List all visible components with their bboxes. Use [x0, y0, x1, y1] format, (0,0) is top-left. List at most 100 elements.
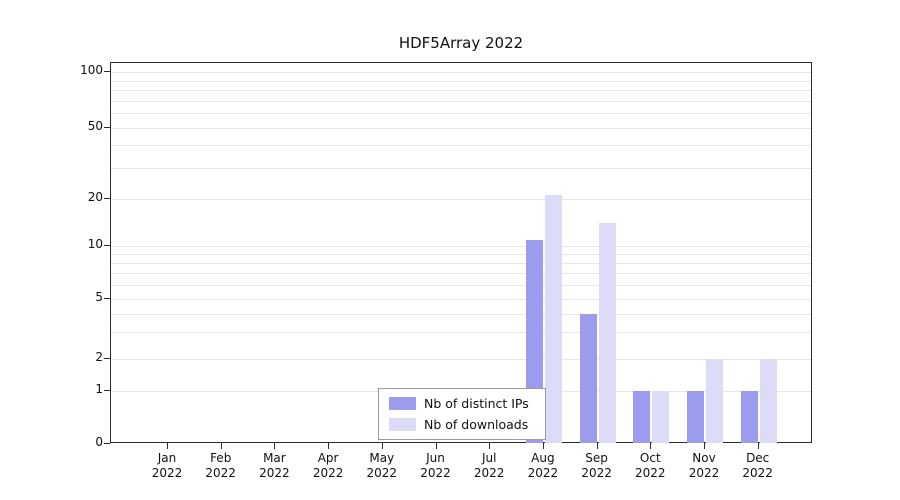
x-tick-month: Jun	[426, 451, 445, 465]
gridline	[111, 313, 811, 315]
x-tick-label: Oct 2022	[615, 451, 685, 481]
x-tick-month: Dec	[746, 451, 770, 465]
legend-label: Nb of downloads	[424, 417, 529, 432]
x-tick-label: Sep 2022	[562, 451, 632, 481]
y-axis-tick	[104, 390, 110, 391]
y-axis-tick	[104, 298, 110, 299]
bar-distinct-ips	[740, 391, 758, 443]
x-tick-label: Apr 2022	[293, 451, 363, 481]
x-tick-year: 2022	[635, 466, 666, 480]
x-tick-label: Nov 2022	[669, 451, 739, 481]
x-tick-label: Jul 2022	[454, 451, 524, 481]
gridline	[111, 263, 811, 265]
x-tick-label: Aug 2022	[508, 451, 578, 481]
y-tick-label: 10	[87, 237, 103, 251]
gridline	[111, 285, 811, 287]
y-tick-label: 100	[80, 63, 103, 77]
gridline	[111, 145, 811, 147]
y-tick-label: 20	[87, 190, 103, 204]
x-axis-tick	[757, 443, 759, 449]
x-tick-year: 2022	[581, 466, 612, 480]
y-axis-tick	[104, 358, 110, 359]
x-axis-tick	[704, 443, 705, 449]
legend-item: Nb of distinct IPs	[389, 396, 535, 411]
bar-downloads	[544, 195, 562, 443]
x-axis-tick	[650, 443, 652, 449]
chart-title: HDF5Array 2022	[398, 34, 524, 52]
y-axis-tick	[104, 245, 110, 246]
gridline	[111, 199, 811, 200]
gridline	[111, 72, 811, 73]
legend-swatch	[389, 397, 416, 410]
x-tick-month: Feb	[210, 451, 232, 465]
gridline	[111, 246, 811, 247]
x-tick-label: May 2022	[347, 451, 417, 481]
gridline	[111, 254, 811, 256]
gridline	[111, 359, 811, 360]
y-axis-tick	[104, 198, 110, 199]
x-axis-tick	[596, 443, 598, 449]
legend-swatch	[389, 418, 416, 431]
x-tick-month: Nov	[692, 451, 716, 465]
x-tick-year: 2022	[527, 466, 559, 480]
bar-distinct-ips	[633, 391, 651, 443]
y-tick-label: 1	[95, 382, 103, 396]
x-tick-month: Apr	[317, 451, 339, 465]
x-tick-month: Sep	[585, 451, 608, 465]
x-tick-year: 2022	[259, 466, 290, 480]
gridline	[111, 299, 811, 300]
y-tick-label: 2	[95, 350, 103, 364]
x-tick-label: Jun 2022	[401, 451, 471, 481]
y-tick-label: 50	[87, 119, 103, 133]
x-tick-label: Dec 2022	[723, 451, 793, 481]
x-tick-year: 2022	[312, 466, 344, 480]
x-tick-year: 2022	[205, 466, 236, 480]
gridline	[111, 167, 811, 169]
x-tick-month: Oct	[639, 451, 661, 465]
x-tick-year: 2022	[366, 466, 398, 480]
x-tick-month: Jan	[157, 451, 177, 465]
x-tick-year: 2022	[420, 466, 451, 480]
x-axis-tick	[489, 443, 491, 449]
x-tick-label: Jan 2022	[132, 451, 202, 481]
x-tick-year: 2022	[151, 466, 183, 480]
x-axis-tick	[167, 443, 168, 449]
x-tick-month: Aug	[531, 451, 555, 465]
x-axis-tick	[435, 443, 437, 449]
legend: Nb of distinct IPs Nb of downloads	[378, 388, 546, 440]
x-axis-tick	[274, 443, 276, 449]
y-tick-label: 5	[95, 290, 103, 304]
gridline	[111, 90, 811, 92]
gridline	[111, 273, 811, 275]
legend-item: Nb of downloads	[389, 417, 535, 432]
x-tick-month: May	[369, 451, 395, 465]
x-tick-year: 2022	[473, 466, 505, 480]
x-axis-tick	[381, 443, 383, 449]
legend-label: Nb of distinct IPs	[424, 396, 529, 411]
y-axis-tick	[104, 71, 110, 72]
y-axis-tick	[104, 443, 110, 444]
gridline	[111, 113, 811, 115]
bar-downloads	[652, 391, 670, 443]
x-tick-label: Mar 2022	[239, 451, 309, 481]
x-axis-tick	[220, 443, 222, 449]
x-tick-label: Feb 2022	[186, 451, 256, 481]
x-axis-tick	[542, 443, 544, 449]
x-tick-year: 2022	[688, 466, 720, 480]
y-tick-label: 0	[95, 435, 103, 449]
x-axis-tick	[328, 443, 330, 449]
gridline	[111, 80, 811, 82]
bar-downloads	[706, 359, 723, 443]
x-tick-month: Jul	[481, 451, 497, 465]
bar-downloads	[759, 359, 777, 443]
gridline	[111, 332, 811, 334]
bar-downloads	[598, 223, 616, 443]
gridline	[111, 100, 811, 102]
plot-area	[110, 62, 812, 443]
x-tick-year: 2022	[742, 466, 773, 480]
bar-distinct-ips	[579, 313, 597, 443]
bar-distinct-ips	[687, 391, 704, 443]
x-tick-month: Mar	[263, 451, 286, 465]
y-axis-tick	[104, 127, 110, 128]
gridline	[111, 128, 811, 129]
